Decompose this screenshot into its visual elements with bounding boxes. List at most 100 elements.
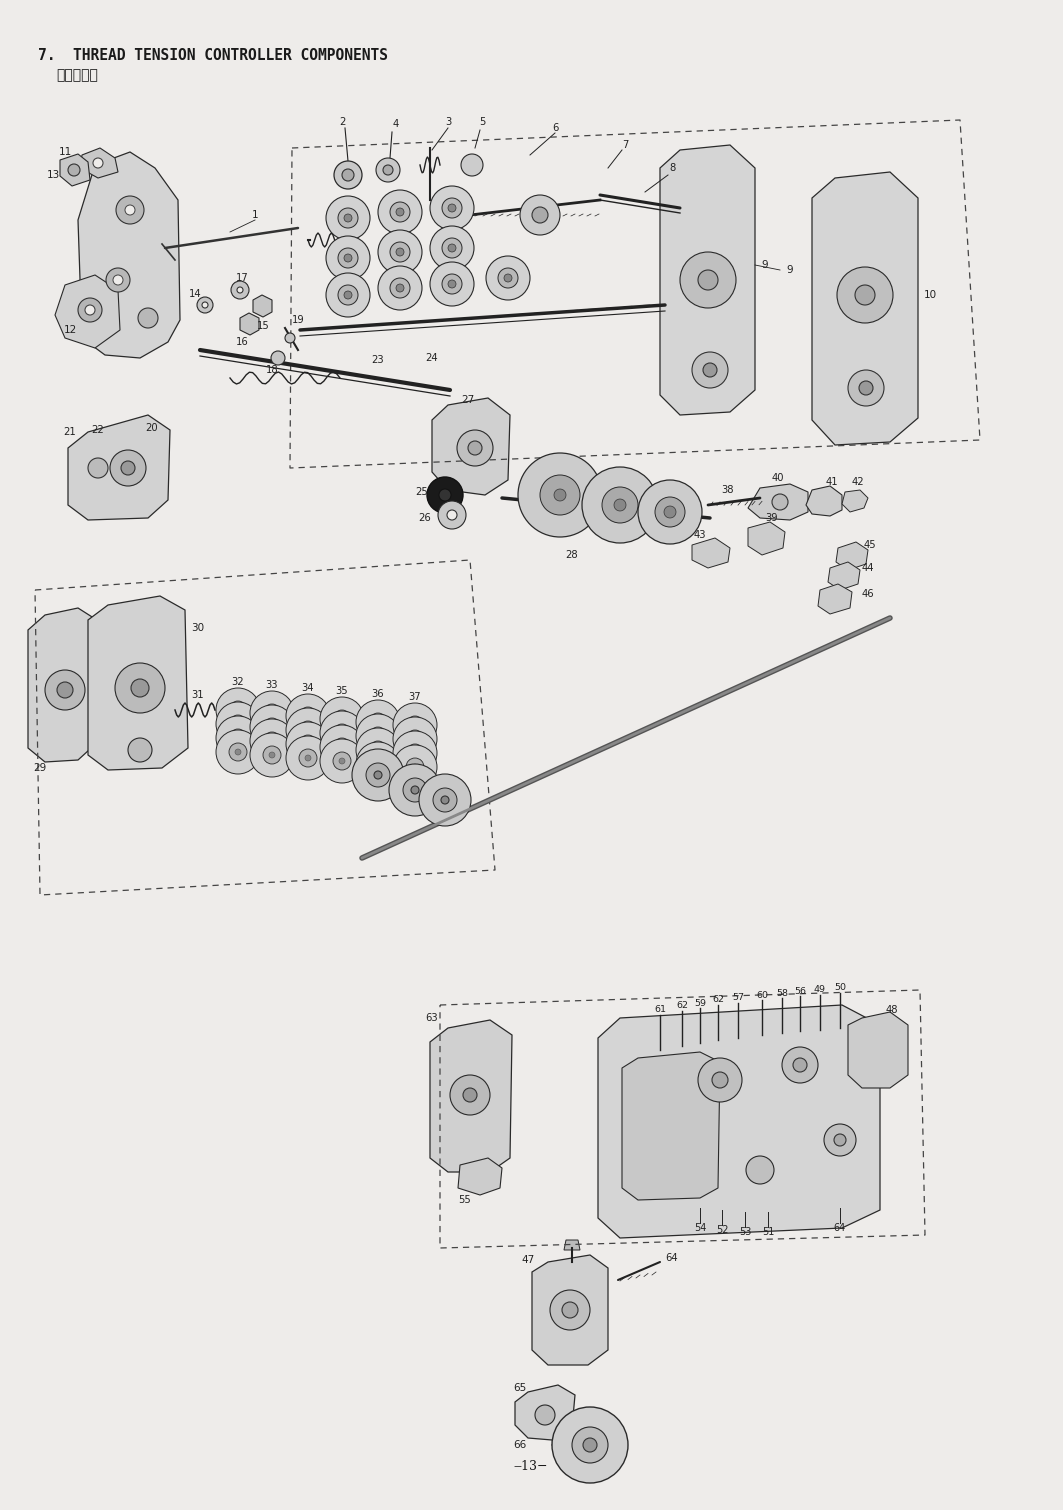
Circle shape <box>393 704 437 747</box>
Text: 33: 33 <box>266 680 279 690</box>
Circle shape <box>229 716 247 732</box>
Circle shape <box>793 1059 807 1072</box>
Text: 31: 31 <box>191 690 204 701</box>
Circle shape <box>286 722 330 766</box>
Circle shape <box>338 248 358 267</box>
Text: 1: 1 <box>252 210 258 220</box>
Circle shape <box>655 497 685 527</box>
Circle shape <box>442 198 462 217</box>
Circle shape <box>403 778 427 802</box>
Circle shape <box>229 729 247 747</box>
Circle shape <box>376 159 400 183</box>
Circle shape <box>339 716 345 722</box>
Circle shape <box>448 204 456 211</box>
Circle shape <box>406 716 424 734</box>
Circle shape <box>339 758 345 764</box>
Circle shape <box>431 263 474 307</box>
Circle shape <box>772 494 788 510</box>
Circle shape <box>250 719 294 763</box>
Text: 38: 38 <box>722 485 735 495</box>
Circle shape <box>235 749 241 755</box>
Circle shape <box>202 302 208 308</box>
Polygon shape <box>848 1012 908 1089</box>
Circle shape <box>703 362 718 378</box>
Text: 66: 66 <box>513 1441 526 1450</box>
Circle shape <box>299 735 317 753</box>
Circle shape <box>356 714 400 758</box>
Polygon shape <box>828 562 860 590</box>
Text: 28: 28 <box>566 550 578 560</box>
Circle shape <box>229 743 247 761</box>
Circle shape <box>271 350 285 365</box>
Polygon shape <box>598 1006 880 1238</box>
Circle shape <box>396 208 404 216</box>
Circle shape <box>378 230 422 273</box>
Circle shape <box>390 278 410 297</box>
Text: 9: 9 <box>787 264 793 275</box>
Text: 42: 42 <box>851 477 864 488</box>
Text: 26: 26 <box>419 513 432 522</box>
Text: 34: 34 <box>302 683 315 693</box>
Circle shape <box>782 1046 819 1083</box>
Circle shape <box>431 226 474 270</box>
Circle shape <box>229 701 247 719</box>
Text: 59: 59 <box>694 998 706 1007</box>
Text: 27: 27 <box>461 396 474 405</box>
Circle shape <box>286 708 330 752</box>
Circle shape <box>344 214 352 222</box>
Text: 45: 45 <box>863 541 876 550</box>
Circle shape <box>375 761 381 767</box>
Circle shape <box>85 305 95 316</box>
Circle shape <box>442 273 462 294</box>
Circle shape <box>406 729 424 747</box>
Text: 9: 9 <box>762 260 769 270</box>
Circle shape <box>45 670 85 710</box>
Text: 50: 50 <box>834 983 846 992</box>
Circle shape <box>532 207 549 223</box>
Circle shape <box>231 281 249 299</box>
Circle shape <box>369 755 387 773</box>
Circle shape <box>78 297 102 322</box>
Polygon shape <box>564 1240 580 1250</box>
Text: 18: 18 <box>266 365 279 374</box>
Circle shape <box>438 501 466 528</box>
Text: 17: 17 <box>236 273 249 282</box>
Text: 57: 57 <box>732 994 744 1003</box>
Circle shape <box>441 796 449 803</box>
Circle shape <box>352 749 404 800</box>
Text: 35: 35 <box>336 686 349 696</box>
Text: 22: 22 <box>91 424 104 435</box>
Text: 64: 64 <box>665 1253 678 1262</box>
Polygon shape <box>431 1019 512 1172</box>
Circle shape <box>286 695 330 738</box>
Text: 30: 30 <box>191 624 204 633</box>
Circle shape <box>269 752 275 758</box>
Circle shape <box>326 236 370 279</box>
Circle shape <box>393 717 437 761</box>
Circle shape <box>375 747 381 753</box>
Polygon shape <box>842 491 868 512</box>
Circle shape <box>369 726 387 744</box>
Circle shape <box>333 710 351 728</box>
Circle shape <box>250 732 294 778</box>
Circle shape <box>299 749 317 767</box>
Text: 65: 65 <box>513 1383 526 1394</box>
Text: 41: 41 <box>826 477 839 488</box>
Text: 56: 56 <box>794 986 806 995</box>
Circle shape <box>837 267 893 323</box>
Circle shape <box>116 196 144 223</box>
Circle shape <box>824 1123 856 1157</box>
Circle shape <box>356 741 400 787</box>
Text: 55: 55 <box>458 1194 471 1205</box>
Circle shape <box>554 489 566 501</box>
Circle shape <box>115 663 165 713</box>
Circle shape <box>393 731 437 775</box>
Circle shape <box>390 242 410 263</box>
Circle shape <box>305 713 311 719</box>
Text: 62: 62 <box>676 1001 688 1010</box>
Circle shape <box>664 506 676 518</box>
Text: 15: 15 <box>256 322 269 331</box>
Text: 7: 7 <box>622 140 628 149</box>
Polygon shape <box>812 172 918 445</box>
Text: 44: 44 <box>862 563 874 572</box>
